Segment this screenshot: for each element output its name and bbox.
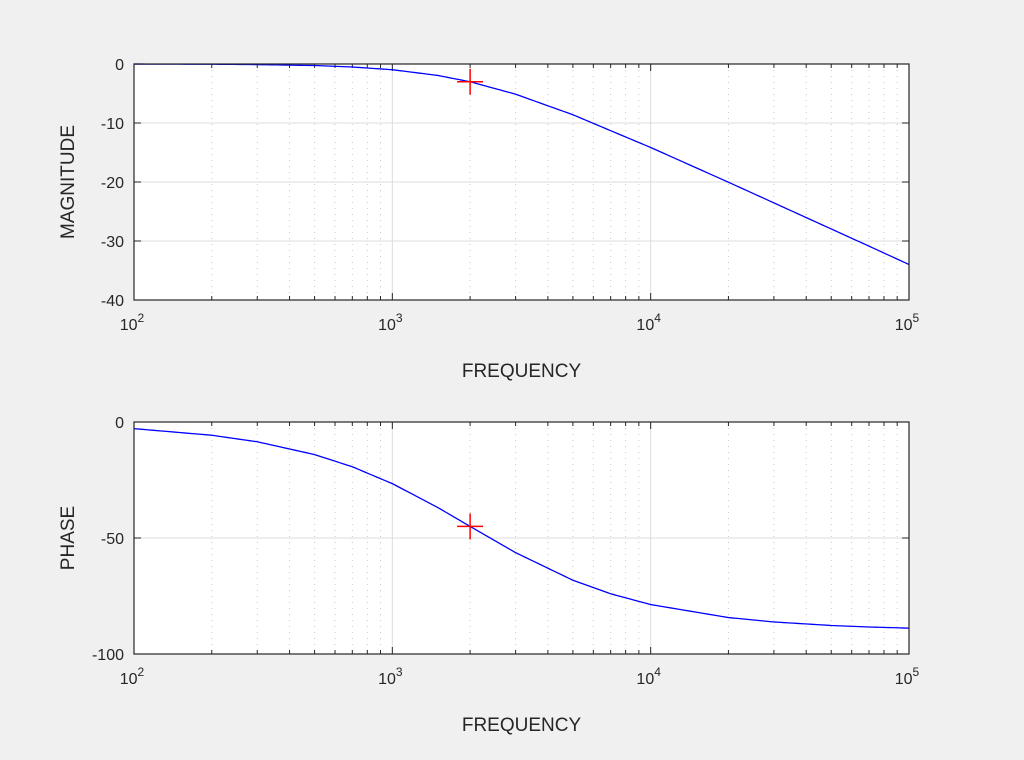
y-tick-label: -50 <box>101 531 124 548</box>
y-tick-label: 0 <box>115 57 124 74</box>
magnitude-axes-box <box>133 63 910 301</box>
phase-y-tick-labels: 0 -50 -100 <box>92 415 124 664</box>
phase-x-axis-label: FREQUENCY <box>462 715 582 736</box>
magnitude-cutoff-marker <box>457 68 484 95</box>
x-tick-label: 104 <box>636 665 661 688</box>
x-tick-label: 103 <box>378 311 403 334</box>
y-tick-label: -100 <box>92 647 124 664</box>
magnitude-grid <box>134 64 909 300</box>
phase-y-axis-label: PHASE <box>58 506 79 570</box>
x-tick-label: 102 <box>120 665 145 688</box>
magnitude-x-tick-labels: 102 103 104 105 <box>120 311 920 334</box>
magnitude-y-axis-label: MAGNITUDE <box>58 125 79 239</box>
phase-axes-box <box>133 421 910 655</box>
x-tick-label: 102 <box>120 311 145 334</box>
magnitude-y-tick-labels: 0 -10 -20 -30 -40 <box>101 57 124 310</box>
y-tick-label: -40 <box>101 293 124 310</box>
phase-cutoff-marker <box>457 513 484 540</box>
magnitude-x-axis-label: FREQUENCY <box>462 361 582 382</box>
phase-axes: 102 103 104 105 0 -50 -100 FREQUENCY PHASE <box>58 415 920 736</box>
y-tick-label: -20 <box>101 175 124 192</box>
phase-grid <box>134 422 909 654</box>
y-tick-label: -10 <box>101 116 124 133</box>
x-tick-label: 105 <box>895 311 920 334</box>
y-tick-label: -30 <box>101 234 124 251</box>
x-tick-label: 105 <box>895 665 920 688</box>
magnitude-axes: 102 103 104 105 0 -10 -20 -30 -40 FREQUENCY MAG… <box>58 57 920 382</box>
phase-curve <box>133 427 910 629</box>
x-tick-label: 103 <box>378 665 403 688</box>
phase-x-tick-labels: 102 103 104 105 <box>120 665 920 688</box>
y-tick-label: 0 <box>115 415 124 432</box>
magnitude-curve <box>133 63 910 266</box>
x-tick-label: 104 <box>636 311 661 334</box>
